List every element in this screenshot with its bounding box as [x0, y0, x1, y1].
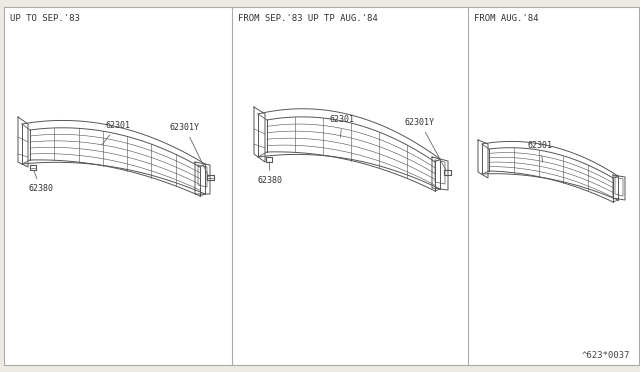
Text: FROM SEP.'83 UP TP AUG.'84: FROM SEP.'83 UP TP AUG.'84 [238, 14, 378, 23]
Text: 62301Y: 62301Y [170, 123, 209, 176]
Text: ^623*0037: ^623*0037 [582, 351, 630, 360]
Text: UP TO SEP.'83: UP TO SEP.'83 [10, 14, 80, 23]
Text: 62301: 62301 [528, 141, 553, 162]
Text: 62380: 62380 [258, 162, 283, 185]
Text: FROM AUG.'84: FROM AUG.'84 [474, 14, 538, 23]
Text: 62301Y: 62301Y [405, 118, 445, 170]
Text: 62301: 62301 [102, 121, 130, 145]
Text: 62380: 62380 [28, 171, 53, 193]
Text: 62301: 62301 [330, 115, 355, 137]
